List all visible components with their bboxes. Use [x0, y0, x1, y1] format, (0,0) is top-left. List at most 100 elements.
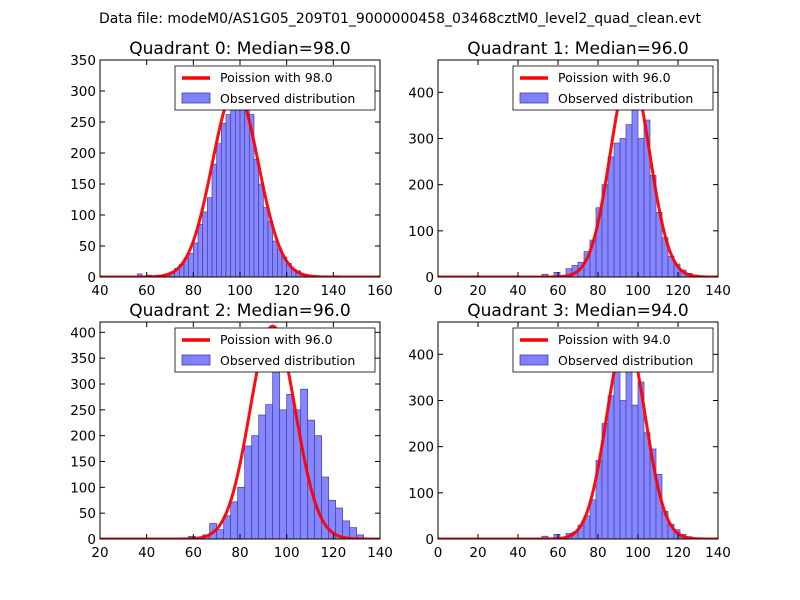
x-tick-label: 20 [91, 545, 108, 561]
panel-title: Quadrant 1: Median=96.0 [467, 39, 689, 59]
histogram-bar [216, 529, 225, 539]
y-tick-label: 100 [408, 224, 434, 240]
y-tick-label: 400 [408, 85, 434, 101]
x-tick-label: 0 [434, 283, 443, 299]
plot-area [438, 330, 718, 539]
x-tick-label: 60 [185, 545, 202, 561]
histogram-bar [637, 138, 645, 277]
y-tick-label: 250 [70, 403, 96, 419]
y-tick-label: 100 [408, 486, 434, 502]
x-tick-label: 120 [320, 545, 346, 561]
legend-curve-label: Poission with 96.0 [220, 332, 333, 347]
histogram-bar [279, 409, 288, 539]
panel-title: Quadrant 0: Median=98.0 [129, 39, 351, 59]
x-tick-label: 0 [434, 545, 443, 561]
plot-area [100, 324, 380, 539]
histogram-bar [619, 138, 627, 277]
x-tick-label: 20 [469, 283, 486, 299]
histogram-bar [613, 142, 621, 277]
x-tick-label: 100 [227, 283, 253, 299]
axes-frame [437, 59, 719, 278]
quadrant-2-panel: 20 40 60 80 100 120 140 0 50 100 150 200 250 300 350 40… [70, 301, 393, 561]
histogram-bar [267, 220, 274, 277]
y-tick-label: 100 [70, 480, 96, 496]
histogram-bar [258, 414, 267, 539]
legend-hist-swatch [519, 92, 549, 104]
legend-hist-label: Observed distribution [220, 91, 355, 106]
histogram-bar [625, 124, 633, 277]
y-tick-label: 300 [408, 131, 434, 147]
x-tick-label: 80 [589, 545, 606, 561]
y-tick-label: 0 [425, 532, 434, 548]
histogram-bar [192, 242, 199, 277]
histogram-bar [286, 393, 295, 539]
legend-curve-label: Poission with 98.0 [220, 70, 333, 85]
plot-area [100, 88, 380, 277]
x-tick-label: 80 [185, 283, 202, 299]
histogram-bar [188, 253, 194, 277]
y-tick-label: 50 [79, 239, 96, 255]
legend-hist-swatch [519, 354, 549, 366]
legend-hist-swatch [181, 354, 211, 366]
y-tick-label: 200 [408, 440, 434, 456]
legend-hist-label: Observed distribution [220, 353, 355, 368]
histogram-bar [613, 358, 621, 539]
poisson-curve [438, 335, 718, 539]
x-tick-label: 140 [367, 545, 393, 561]
y-tick-label: 0 [87, 532, 96, 548]
histogram-bar [265, 404, 274, 539]
x-tick-label: 40 [91, 283, 108, 299]
histogram-bar [251, 435, 260, 539]
y-tick-label: 200 [70, 146, 96, 162]
histogram-bar [607, 395, 615, 539]
poisson-curve [100, 324, 380, 539]
y-tick-label: 0 [87, 270, 96, 286]
histogram-bar [589, 499, 597, 539]
x-tick-label: 40 [138, 545, 155, 561]
axes-frame [437, 321, 719, 540]
histogram-bar [607, 156, 615, 277]
x-tick-label: 40 [509, 283, 526, 299]
y-tick-label: 200 [408, 178, 434, 194]
histogram-bar [244, 445, 253, 539]
histogram-bar [349, 527, 358, 539]
y-tick-label: 300 [70, 84, 96, 100]
legend-curve-label: Poission with 96.0 [558, 70, 671, 85]
histogram-bar [244, 101, 250, 277]
x-tick-label: 140 [705, 545, 731, 561]
y-tick-label: 150 [70, 177, 96, 193]
x-tick-label: 100 [274, 545, 300, 561]
y-tick-label: 0 [425, 270, 434, 286]
histogram-bar [230, 501, 239, 539]
panel-title: Quadrant 3: Median=94.0 [467, 301, 689, 321]
histogram-bar [314, 435, 323, 539]
x-tick-label: 160 [367, 283, 393, 299]
histogram-bar [262, 207, 269, 277]
y-tick-label: 300 [70, 377, 96, 393]
histogram-bar [216, 143, 222, 277]
histogram-bar [239, 90, 246, 277]
histogram-bar [253, 158, 260, 277]
x-tick-label: 80 [231, 545, 248, 561]
x-tick-label: 60 [138, 283, 155, 299]
legend-hist-label: Observed distribution [558, 353, 693, 368]
histogram-bar [237, 486, 246, 539]
y-tick-label: 350 [70, 351, 96, 367]
x-tick-label: 80 [589, 283, 606, 299]
histogram-bar [553, 534, 561, 539]
histogram-bar [220, 122, 227, 277]
y-tick-label: 400 [408, 347, 434, 363]
quadrant-0-panel: 40 60 80 100 120 140 160 0 50 100 150 200 250 300 350 Q… [70, 39, 393, 299]
y-tick-label: 350 [70, 53, 96, 69]
x-tick-label: 140 [320, 283, 346, 299]
x-tick-label: 100 [625, 545, 651, 561]
histogram-bar [258, 183, 264, 277]
x-tick-label: 120 [665, 283, 691, 299]
quadrant-3-panel: 0 20 40 60 80 100 120 140 0 100 200 300 400 Quadrant … [408, 301, 731, 561]
x-tick-label: 100 [625, 283, 651, 299]
legend-hist-swatch [181, 92, 211, 104]
x-tick-label: 40 [509, 545, 526, 561]
y-tick-label: 200 [70, 429, 96, 445]
histogram-bar [619, 400, 627, 539]
